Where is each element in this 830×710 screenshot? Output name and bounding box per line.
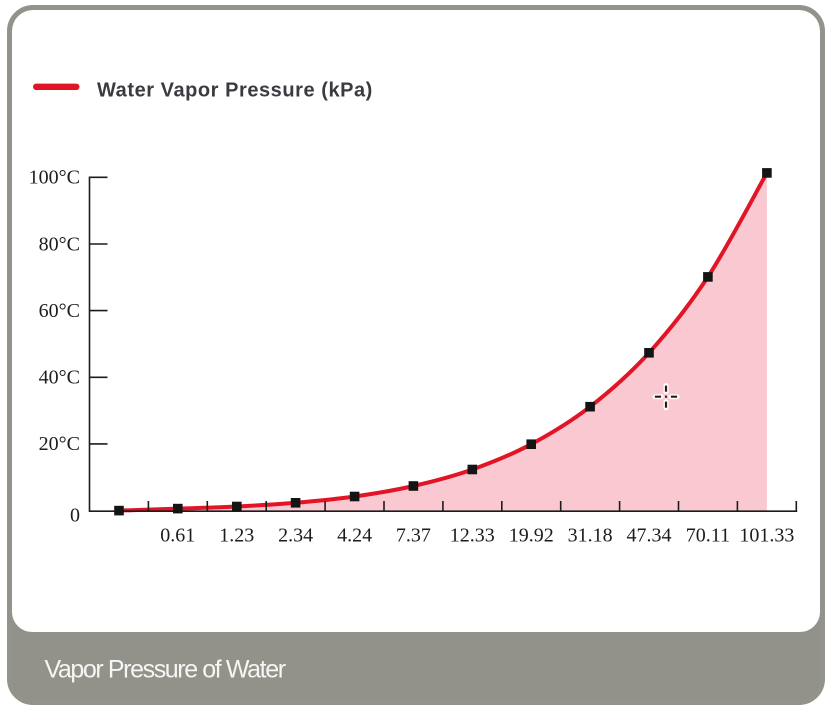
svg-text:101.33: 101.33: [739, 525, 794, 547]
svg-text:2.34: 2.34: [278, 525, 313, 547]
svg-text:0.61: 0.61: [160, 525, 195, 547]
svg-text:47.34: 47.34: [627, 525, 672, 547]
svg-text:20°C: 20°C: [39, 433, 80, 455]
svg-text:4.24: 4.24: [337, 525, 372, 547]
svg-text:12.33: 12.33: [450, 525, 495, 547]
svg-text:40°C: 40°C: [39, 367, 80, 389]
svg-text:70.11: 70.11: [686, 525, 730, 547]
svg-text:1.23: 1.23: [219, 525, 254, 547]
svg-text:19.92: 19.92: [509, 525, 554, 547]
svg-text:100°C: 100°C: [29, 167, 80, 189]
svg-text:7.37: 7.37: [396, 525, 431, 547]
svg-text:31.18: 31.18: [568, 525, 613, 547]
svg-text:60°C: 60°C: [39, 300, 80, 322]
svg-text:0: 0: [70, 505, 80, 527]
svg-text:Vapor Pressure of Water: Vapor Pressure of Water: [45, 656, 286, 684]
svg-text:Water Vapor Pressure (kPa): Water Vapor Pressure (kPa): [97, 80, 373, 102]
svg-text:80°C: 80°C: [39, 233, 80, 255]
